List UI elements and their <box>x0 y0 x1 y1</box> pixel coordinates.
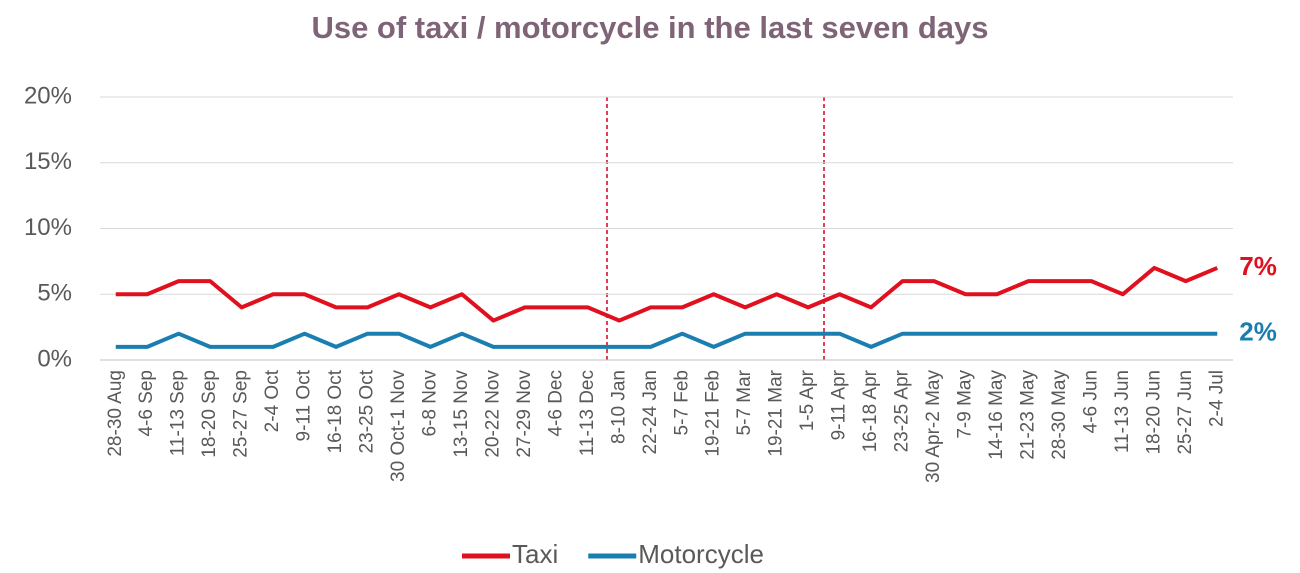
x-tick-label: 23-25 Oct <box>357 369 378 453</box>
chart-title: Use of taxi / motorcycle in the last sev… <box>311 10 988 45</box>
x-tick-label: 23-25 Apr <box>892 369 913 452</box>
y-tick-label: 10% <box>24 214 72 241</box>
x-tick-label: 16-18 Apr <box>860 369 881 452</box>
y-tick-label: 20% <box>24 82 72 109</box>
x-tick-label: 9-11 Apr <box>829 369 850 440</box>
x-tick-label: 25-27 Sep <box>231 370 252 458</box>
x-tick-label: 9-11 Oct <box>294 369 315 441</box>
x-tick-label: 25-27 Jun <box>1175 370 1196 455</box>
y-tick-label: 5% <box>37 280 72 307</box>
x-tick-label: 14-16 May <box>986 370 1007 460</box>
series-line <box>115 265 1219 323</box>
x-tick-label: 13-15 Nov <box>451 370 472 458</box>
x-tick-label: 11-13 Sep <box>168 370 189 456</box>
x-tick-label: 4-6 Jun <box>1080 370 1101 433</box>
x-tick-label: 19-21 Feb <box>703 370 724 457</box>
x-tick-label: 28-30 May <box>1049 370 1070 460</box>
data-label: 7% <box>1239 251 1277 281</box>
x-tick-label: 18-20 Jun <box>1143 370 1164 455</box>
x-tick-label: 5-7 Feb <box>671 370 692 435</box>
x-tick-label: 1-5 Apr <box>797 369 818 431</box>
x-tick-label: 4-6 Dec <box>545 370 566 437</box>
legend-label: Taxi <box>512 539 558 569</box>
x-tick-label: 16-18 Oct <box>325 369 346 453</box>
y-tick-label: 0% <box>37 345 72 372</box>
data-label: 2% <box>1239 317 1277 347</box>
x-tick-label: 22-24 Jan <box>640 370 661 455</box>
x-tick-label: 7-9 May <box>955 370 976 439</box>
x-tick-label: 2-4 Oct <box>262 369 283 432</box>
x-tick-label: 11-13 Dec <box>577 370 598 456</box>
x-tick-label: 5-7 Mar <box>734 369 755 435</box>
x-tick-label: 11-13 Jun <box>1112 370 1133 453</box>
x-tick-label: 30 Oct-1 Nov <box>388 370 409 482</box>
x-tick-label: 20-22 Nov <box>482 370 503 458</box>
x-tick-label: 4-6 Sep <box>136 370 157 437</box>
x-tick-label: 27-29 Nov <box>514 370 535 458</box>
x-tick-label: 28-30 Aug <box>105 370 126 457</box>
x-tick-label: 18-20 Sep <box>199 370 220 458</box>
x-tick-label: 2-4 Jul <box>1206 370 1227 427</box>
x-tick-label: 30 Apr-2 May <box>923 370 944 483</box>
x-tick-label: 19-21 Mar <box>766 369 787 456</box>
x-tick-label: 6-8 Nov <box>419 370 440 437</box>
legend-label: Motorcycle <box>638 539 764 569</box>
y-tick-label: 15% <box>24 148 72 175</box>
series-line <box>115 331 1218 349</box>
x-tick-label: 21-23 May <box>1017 370 1038 460</box>
x-tick-label: 8-10 Jan <box>608 370 629 444</box>
